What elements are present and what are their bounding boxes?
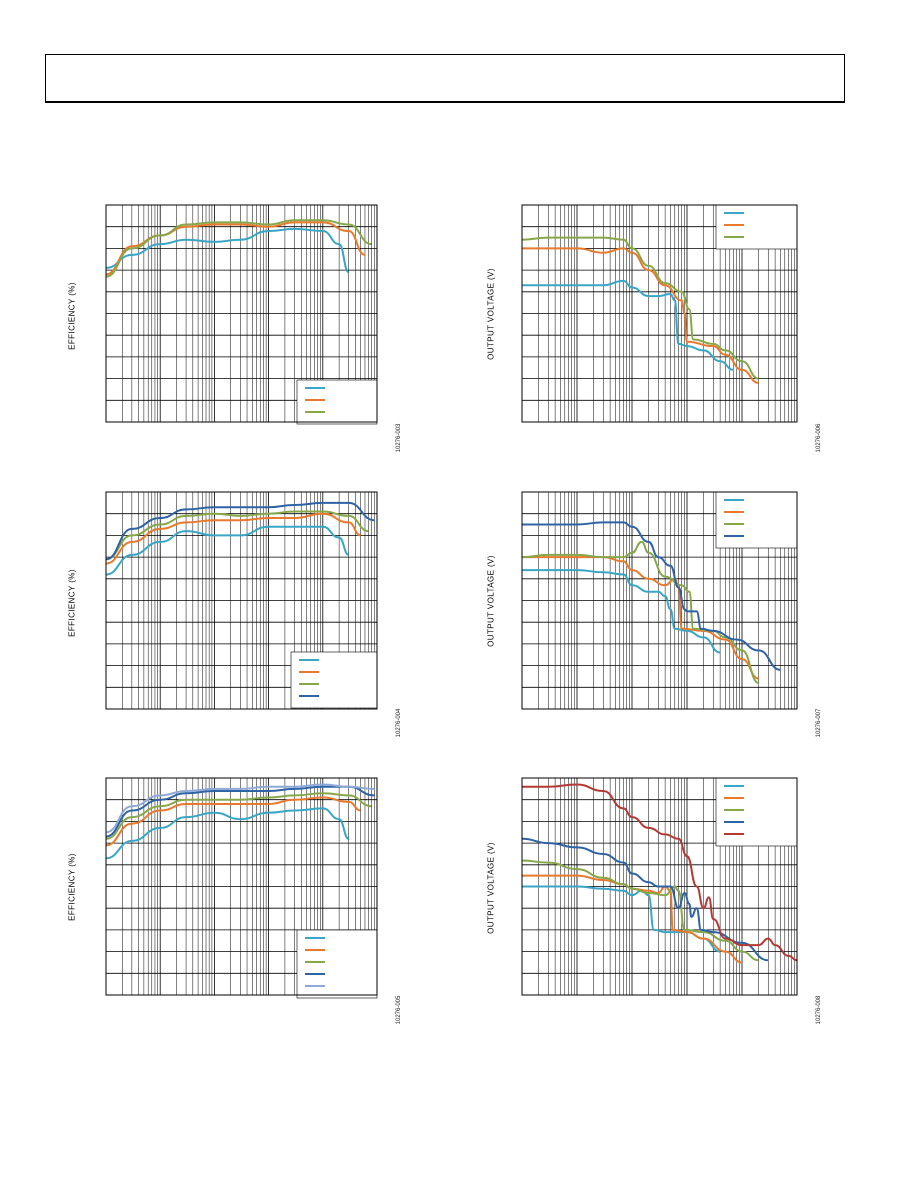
series-line-2 bbox=[521, 874, 743, 964]
plot-frame bbox=[105, 777, 378, 996]
series-line-2 bbox=[521, 556, 759, 680]
legend bbox=[715, 777, 798, 847]
series-line-3 bbox=[521, 236, 759, 380]
series-line-4 bbox=[521, 837, 769, 962]
series-line-3 bbox=[105, 510, 369, 561]
plot-frame bbox=[105, 491, 378, 710]
figure-id: 10276-008 bbox=[816, 995, 822, 1025]
series-line-1 bbox=[521, 885, 721, 953]
plot-frame bbox=[521, 204, 798, 423]
series-line-3 bbox=[521, 859, 759, 962]
plot-frame bbox=[521, 491, 798, 710]
series-line-1 bbox=[105, 807, 350, 860]
series-line-2 bbox=[105, 796, 361, 847]
series-line-5 bbox=[105, 783, 375, 834]
series-line-3 bbox=[105, 792, 372, 840]
grid bbox=[522, 492, 797, 709]
series-line-1 bbox=[522, 279, 734, 371]
series-line-1 bbox=[522, 569, 721, 654]
plot-frame bbox=[521, 777, 798, 996]
legend-box bbox=[290, 651, 378, 709]
series-group bbox=[105, 501, 375, 576]
page-header-box bbox=[45, 54, 845, 103]
series-line-3 bbox=[105, 219, 372, 278]
series-group bbox=[521, 521, 781, 684]
series-line-4 bbox=[105, 785, 375, 838]
series-group bbox=[105, 783, 375, 860]
grid bbox=[106, 205, 377, 422]
plot-frame bbox=[105, 204, 378, 423]
legend bbox=[715, 204, 798, 250]
legend bbox=[296, 929, 378, 999]
series-group bbox=[521, 236, 759, 384]
legend-box bbox=[715, 777, 798, 847]
legend bbox=[296, 379, 378, 425]
series-group bbox=[521, 783, 798, 964]
series-line-5 bbox=[522, 783, 798, 962]
series-line-2 bbox=[522, 247, 759, 384]
series-group bbox=[105, 219, 372, 278]
series-line-4 bbox=[522, 521, 781, 671]
series-line-1 bbox=[105, 525, 350, 576]
series-line-4 bbox=[105, 501, 375, 561]
legend bbox=[290, 651, 378, 709]
series-line-3 bbox=[521, 540, 760, 684]
y-axis-label: OUTPUT VOLTAGE (V) bbox=[486, 842, 496, 934]
series-line-1 bbox=[105, 227, 350, 274]
series-line-2 bbox=[105, 512, 361, 565]
